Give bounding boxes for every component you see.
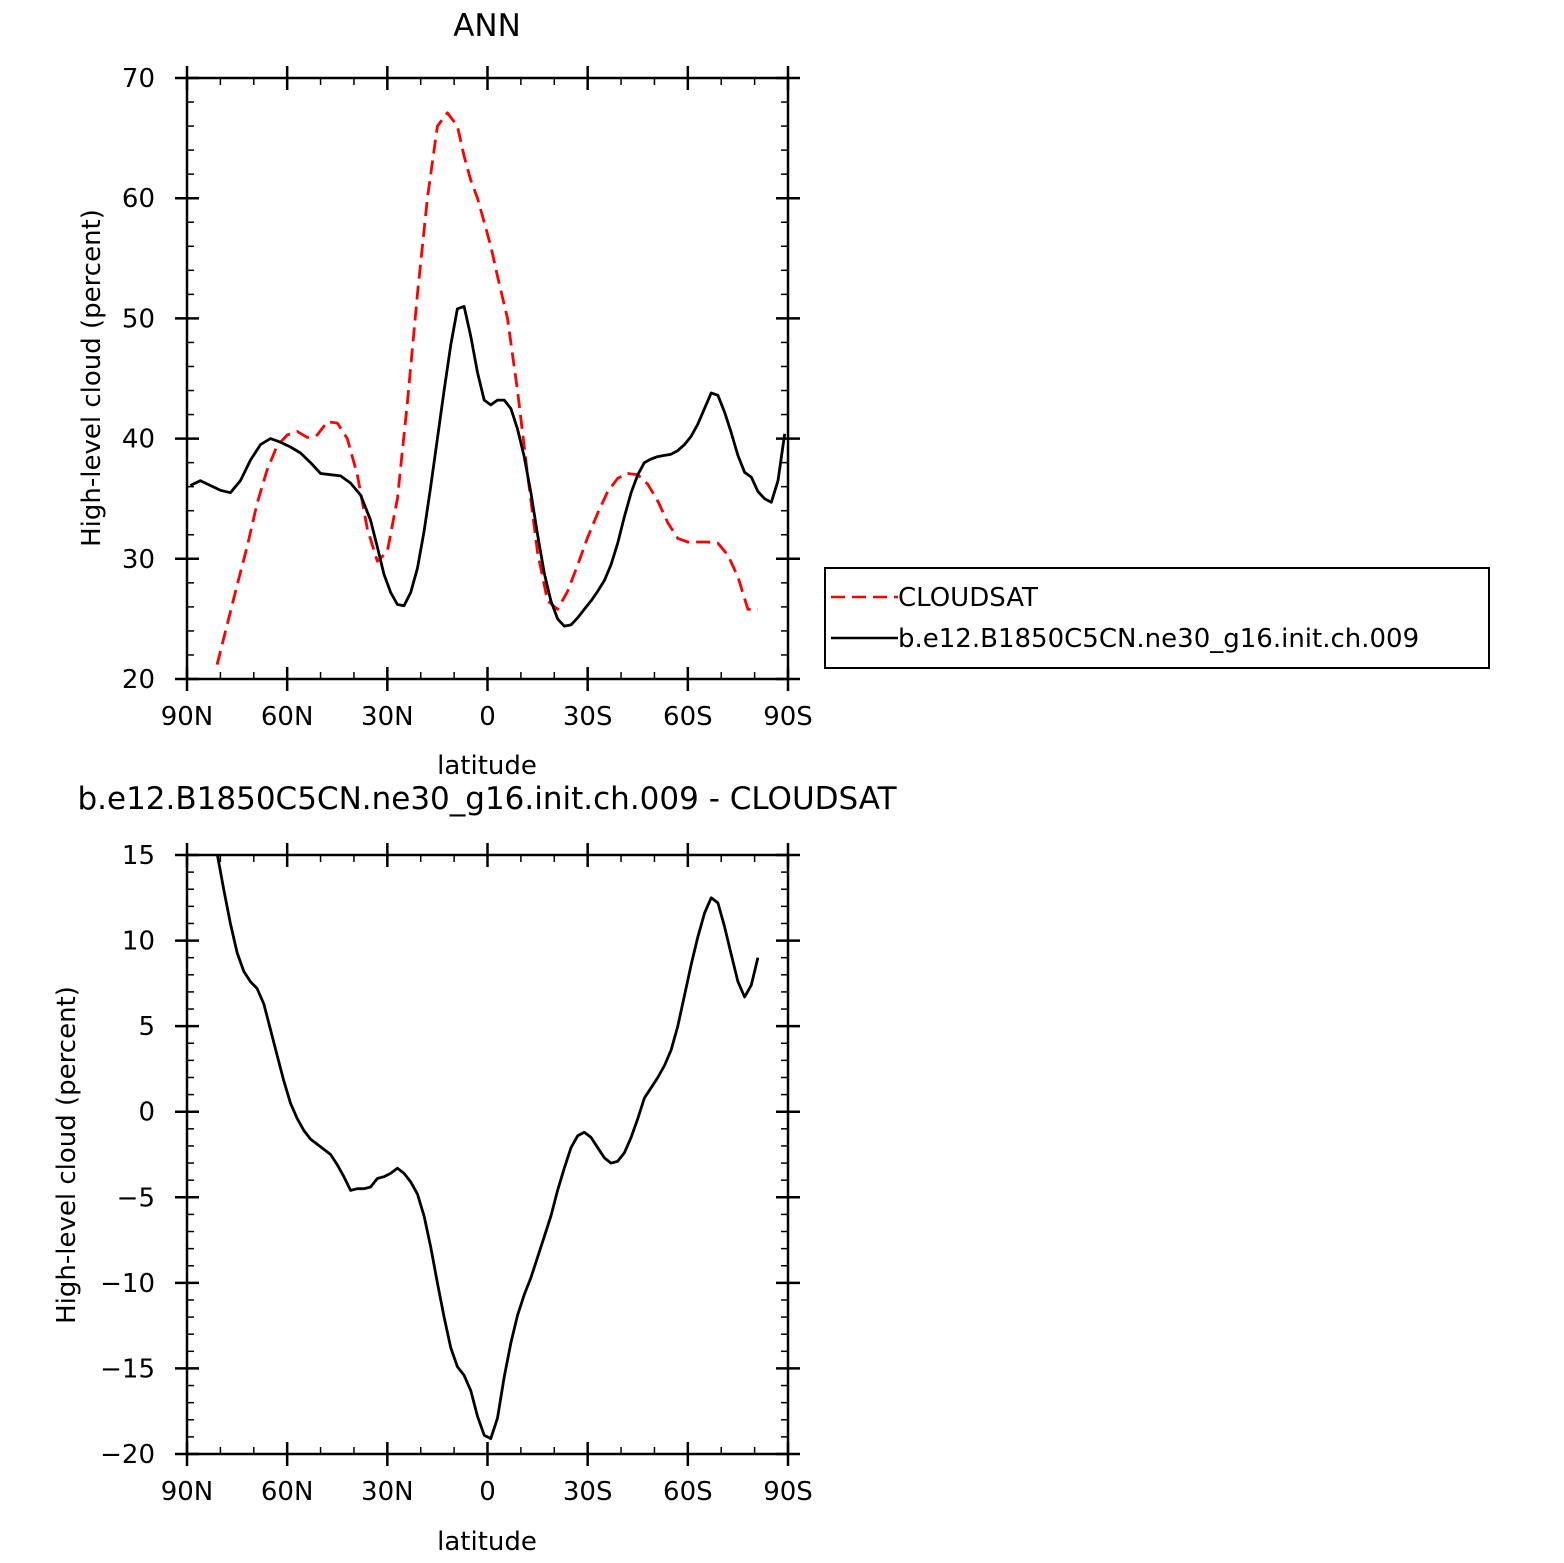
- x-tick-label: 30N: [361, 1477, 414, 1507]
- x-axis-label: latitude: [437, 751, 537, 781]
- lower-line-chart: b.e12.B1850C5CN.ne30_g16.init.ch.009 - C…: [52, 781, 898, 1557]
- tick-marks: [175, 66, 800, 691]
- difference-chart-title: b.e12.B1850C5CN.ne30_g16.init.ch.009 - C…: [77, 781, 897, 817]
- y-tick-label: 60: [122, 184, 155, 214]
- x-tick-label: 90S: [763, 1477, 813, 1507]
- x-tick-label: 60N: [261, 1477, 314, 1507]
- x-tick-label: 60S: [663, 1477, 713, 1507]
- y-tick-label: 5: [138, 1012, 155, 1042]
- y-tick-label: −20: [100, 1440, 155, 1470]
- x-tick-label: 90S: [763, 702, 813, 732]
- upper-line-chart: ANN 90N 60N 30N 0 30S 60S 90S 20 30 40 50 60 70 lati…: [77, 8, 1490, 781]
- y-tick-label: 40: [122, 425, 155, 455]
- y-tick-label: 70: [122, 64, 155, 94]
- series-line-1: [189, 304, 787, 628]
- series-lines: [215, 855, 760, 1440]
- legend-label-model: b.e12.B1850C5CN.ne30_g16.init.ch.009: [898, 624, 1419, 654]
- x-tick-label: 60S: [663, 702, 713, 732]
- y-tick-label: 50: [122, 304, 155, 334]
- y-tick-label: 20: [122, 665, 155, 695]
- y-tick-label: 30: [122, 545, 155, 575]
- x-tick-label: 60N: [261, 702, 314, 732]
- x-tick-label: 90N: [161, 1477, 214, 1507]
- x-tick-label: 30S: [563, 702, 613, 732]
- y-tick-label: 15: [122, 841, 155, 871]
- x-tick-label: 0: [479, 702, 496, 732]
- plot-frame: [185, 76, 790, 681]
- y-tick-label: −15: [100, 1354, 155, 1384]
- tick-labels: 90N 60N 30N 0 30S 60S 90S 20 30 40 50 60 70: [122, 64, 813, 732]
- y-tick-label: −5: [117, 1183, 155, 1213]
- y-axis-label: High-level cloud (percent): [52, 986, 82, 1324]
- legend-label-cloudsat: CLOUDSAT: [898, 583, 1038, 613]
- y-tick-label: 10: [122, 927, 155, 957]
- legend-box: [824, 567, 1490, 669]
- tick-labels: 90N 60N 30N 0 30S 60S 90S −20 −15 −10 −5 0 5 10 15: [100, 841, 813, 1507]
- y-axis-label: High-level cloud (percent): [77, 209, 107, 547]
- x-tick-label: 30S: [563, 1477, 613, 1507]
- series-line-0: [215, 855, 760, 1440]
- series-lines: [189, 111, 787, 665]
- x-tick-label: 0: [479, 1477, 496, 1507]
- y-tick-label: 0: [138, 1098, 155, 1128]
- legend: CLOUDSAT b.e12.B1850C5CN.ne30_g16.init.c…: [824, 567, 1490, 669]
- tick-marks: [175, 843, 800, 1466]
- series-line-0: [215, 111, 758, 665]
- x-tick-label: 90N: [161, 702, 214, 732]
- x-axis-label: latitude: [437, 1527, 537, 1557]
- chart-title: ANN: [453, 8, 521, 44]
- plot-frame: [185, 853, 790, 1456]
- y-tick-label: −10: [100, 1269, 155, 1299]
- x-tick-label: 30N: [361, 702, 414, 732]
